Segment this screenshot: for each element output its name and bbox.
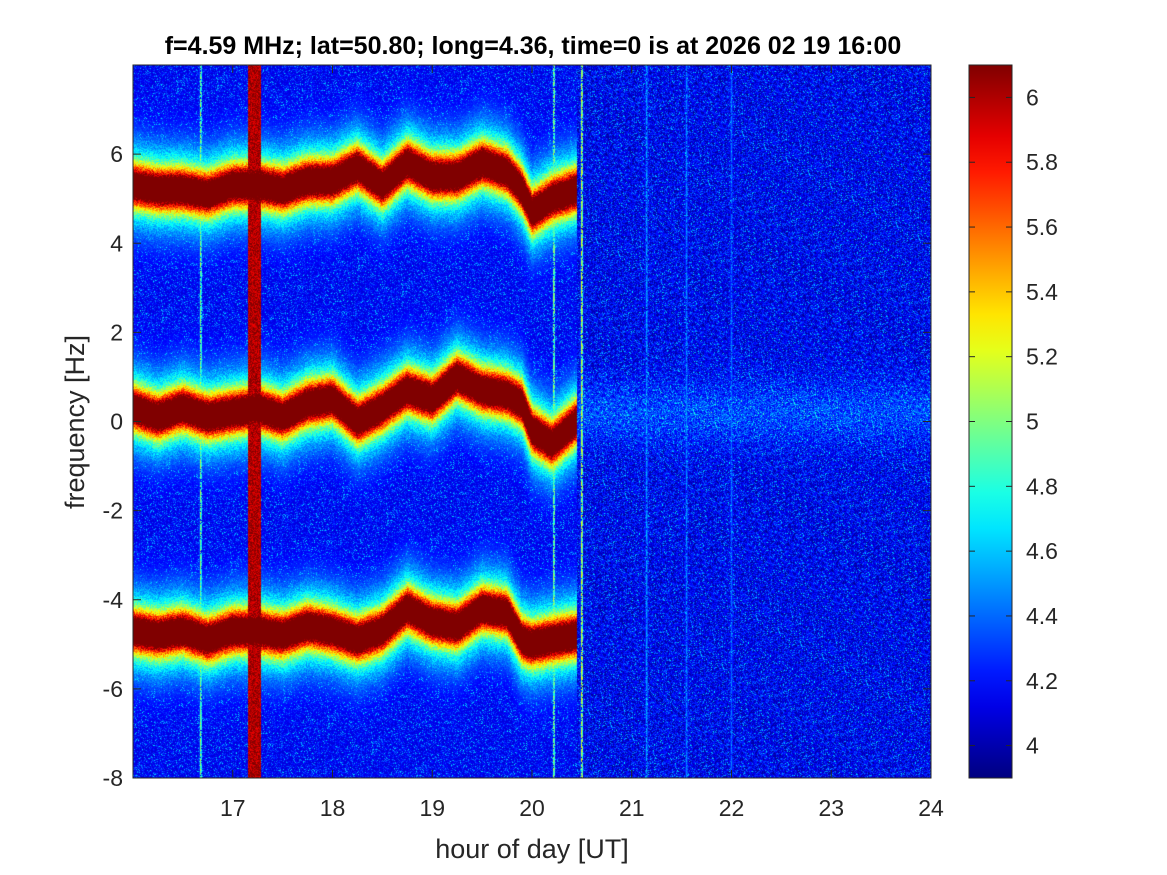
colorbar-gradient <box>968 64 1013 779</box>
chart-title: f=4.59 MHz; lat=50.80; long=4.36, time=0… <box>165 32 902 60</box>
y-tick-label: -4 <box>103 587 124 613</box>
colorbar-tick-label: 4.2 <box>1026 668 1058 694</box>
y-tick-label: 2 <box>110 319 123 345</box>
spectrogram-heatmap <box>133 65 931 778</box>
y-axis-label: frequency [Hz] <box>60 335 90 509</box>
colorbar-tick-label: 4.8 <box>1026 473 1058 499</box>
colorbar-tick-label: 4.4 <box>1026 603 1058 629</box>
colorbar-tick-label: 5.4 <box>1026 279 1058 305</box>
x-tick-label: 22 <box>719 795 745 821</box>
x-tick-label: 18 <box>320 795 346 821</box>
y-tick-label: 0 <box>110 409 123 435</box>
y-tick-label: 4 <box>110 230 123 256</box>
colorbar-tick-label: 4 <box>1026 733 1039 759</box>
x-axis-label: hour of day [UT] <box>435 834 629 864</box>
x-tick-label: 17 <box>220 795 246 821</box>
x-tick-label: 19 <box>419 795 445 821</box>
y-tick-label: -2 <box>103 498 123 524</box>
y-axis: -8 -6 -4 -2 0 2 4 6 <box>103 141 931 791</box>
x-axis: 17 18 19 20 21 22 23 24 <box>220 65 944 821</box>
y-tick-label: 6 <box>110 141 123 167</box>
colorbar-tick-label: 5.8 <box>1026 149 1058 175</box>
colorbar-tick-label: 4.6 <box>1026 538 1058 564</box>
x-tick-label: 24 <box>918 795 944 821</box>
y-tick-label: -6 <box>103 676 123 702</box>
x-tick-label: 23 <box>818 795 844 821</box>
x-tick-label: 21 <box>619 795 645 821</box>
colorbar-tick-label: 5.6 <box>1026 214 1058 240</box>
colorbar-axis: 4 4.2 4.4 4.6 4.8 5 5.2 5.4 5.6 5.8 6 <box>969 84 1058 759</box>
y-tick-label: -8 <box>103 765 123 791</box>
colorbar: 4 4.2 4.4 4.6 4.8 5 5.2 5.4 5.6 5.8 6 <box>968 64 1058 779</box>
x-tick-label: 20 <box>519 795 545 821</box>
colorbar-tick-label: 6 <box>1026 84 1039 110</box>
colorbar-tick-label: 5 <box>1026 409 1039 435</box>
colorbar-tick-label: 5.2 <box>1026 344 1058 370</box>
